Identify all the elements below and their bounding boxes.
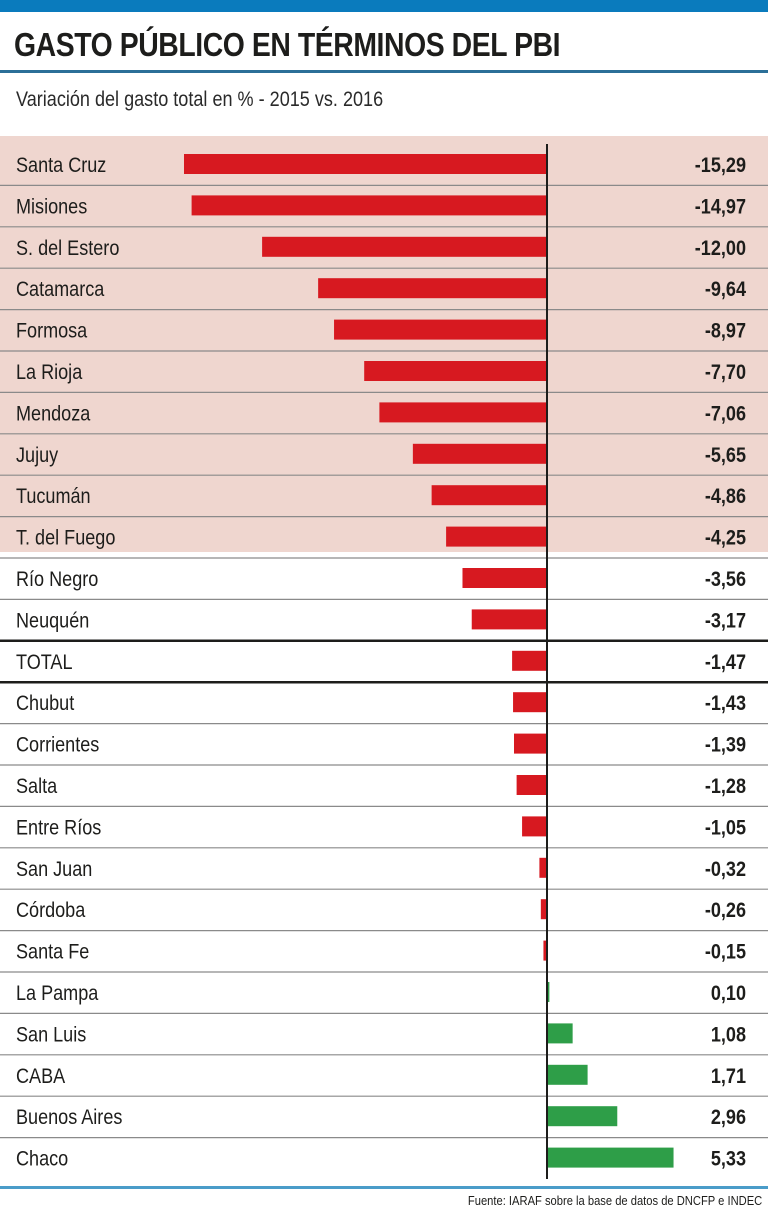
- category-label-21: San Luis: [16, 1023, 86, 1047]
- bar-13: [513, 692, 547, 713]
- category-label-2: S. del Estero: [16, 237, 119, 261]
- bar-18: [540, 899, 547, 920]
- value-label-8: -4,86: [705, 485, 746, 509]
- title-rule: [0, 70, 768, 73]
- value-label-10: -3,56: [705, 568, 746, 592]
- bar-3: [318, 278, 547, 299]
- value-label-13: -1,43: [705, 692, 746, 716]
- top-accent-bar: [0, 0, 768, 12]
- category-label-20: La Pampa: [16, 982, 98, 1006]
- bar-7: [412, 443, 547, 464]
- value-label-19: -0,15: [705, 940, 746, 964]
- category-label-1: Misiones: [16, 195, 87, 219]
- bar-10: [462, 568, 547, 588]
- category-label-18: Córdoba: [16, 899, 85, 923]
- category-label-7: Jujuy: [16, 444, 58, 468]
- bar-2: [262, 236, 547, 257]
- bar-21: [547, 1023, 573, 1044]
- category-label-14: Corrientes: [16, 733, 99, 757]
- value-label-0: -15,29: [695, 154, 746, 178]
- value-label-4: -8,97: [705, 319, 746, 343]
- bar-0: [184, 154, 547, 174]
- bar-12: [512, 650, 547, 671]
- bar-chart: Santa Cruz -15,29 Misiones -14,97 S. del Est…: [0, 136, 768, 1179]
- bar-20: [547, 982, 550, 1002]
- bar-4: [334, 319, 547, 340]
- chart-title: GASTO PÚBLICO EN TÉRMINOS DEL PBI: [14, 26, 561, 63]
- bar-15: [516, 775, 547, 795]
- source-note: Fuente: IARAF sobre la base de datos de …: [467, 1193, 762, 1208]
- category-label-0: Santa Cruz: [16, 154, 106, 178]
- bar-9: [446, 526, 547, 547]
- category-label-10: Río Negro: [16, 568, 98, 592]
- category-label-6: Mendoza: [16, 402, 90, 426]
- category-label-15: Salta: [16, 775, 57, 799]
- category-label-8: Tucumán: [16, 485, 91, 509]
- chart-subtitle: Variación del gasto total en % - 2015 vs…: [16, 88, 384, 111]
- bottom-rule: [0, 1186, 768, 1189]
- value-label-11: -3,17: [705, 609, 746, 633]
- value-label-12: -1,47: [705, 651, 746, 675]
- value-label-23: 2,96: [711, 1106, 746, 1130]
- value-label-22: 1,71: [711, 1065, 746, 1089]
- value-label-5: -7,70: [705, 361, 746, 385]
- bar-24: [547, 1147, 674, 1168]
- category-label-12: TOTAL: [16, 651, 73, 675]
- category-label-17: San Juan: [16, 858, 92, 882]
- value-label-7: -5,65: [705, 444, 746, 468]
- category-label-23: Buenos Aires: [16, 1106, 123, 1130]
- value-label-9: -4,25: [705, 526, 746, 550]
- bar-8: [431, 485, 547, 506]
- category-label-4: Formosa: [16, 319, 87, 343]
- value-label-20: 0,10: [711, 982, 746, 1006]
- value-label-18: -0,26: [705, 899, 746, 923]
- bar-11: [471, 609, 547, 630]
- bar-17: [539, 857, 547, 878]
- value-label-16: -1,05: [705, 816, 746, 840]
- bar-5: [364, 361, 547, 381]
- bar-1: [191, 195, 548, 216]
- value-label-15: -1,28: [705, 775, 746, 799]
- value-label-17: -0,32: [705, 858, 746, 882]
- bar-23: [547, 1106, 618, 1127]
- value-label-6: -7,06: [705, 402, 746, 426]
- category-label-5: La Rioja: [16, 361, 82, 385]
- category-label-13: Chubut: [16, 692, 75, 716]
- category-label-22: CABA: [16, 1065, 66, 1089]
- category-label-11: Neuquén: [16, 609, 89, 633]
- value-label-3: -9,64: [705, 278, 746, 302]
- bar-16: [522, 816, 547, 837]
- bar-22: [547, 1064, 588, 1085]
- value-label-14: -1,39: [705, 733, 746, 757]
- bar-6: [379, 402, 547, 423]
- bar-14: [514, 733, 547, 754]
- category-label-16: Entre Ríos: [16, 816, 101, 840]
- value-label-21: 1,08: [711, 1023, 746, 1047]
- bar-19: [543, 940, 547, 961]
- category-label-9: T. del Fuego: [16, 526, 115, 550]
- value-label-1: -14,97: [695, 195, 746, 219]
- category-label-24: Chaco: [16, 1147, 68, 1171]
- value-label-24: 5,33: [711, 1147, 746, 1171]
- category-label-3: Catamarca: [16, 278, 104, 302]
- value-label-2: -12,00: [695, 237, 746, 261]
- category-label-19: Santa Fe: [16, 940, 89, 964]
